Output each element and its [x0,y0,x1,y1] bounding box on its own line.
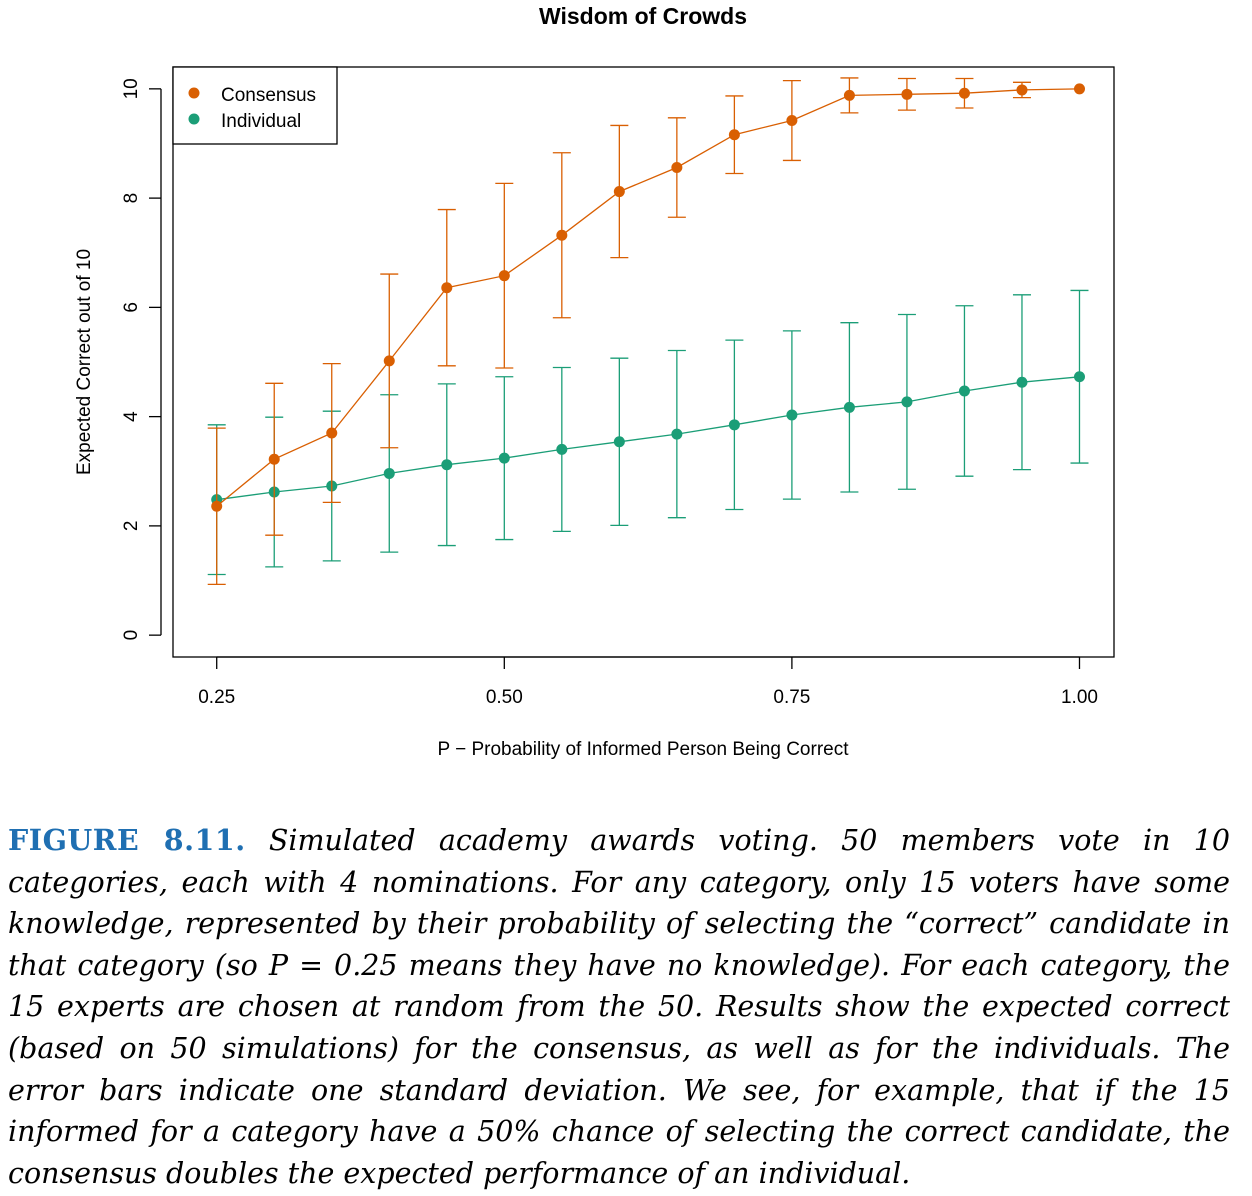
legend-marker-individual [188,113,200,125]
plot-frame [172,66,1115,658]
data-point-individual [1016,376,1028,388]
data-point-individual [786,409,798,421]
data-point-consensus [613,186,625,198]
y-tick-label: 2 [121,521,142,532]
chart: Wisdom of Crowds 0.25 0.50 0.75 1.00 0 2 4 6 8 1… [74,3,1115,760]
data-point-individual [556,443,568,455]
data-point-consensus [383,355,395,367]
data-point-consensus [1073,83,1085,95]
data-point-consensus [671,162,683,174]
data-point-individual [441,459,453,471]
data-point-individual [901,396,913,408]
y-tick-label: 8 [121,193,142,204]
data-point-consensus [901,88,913,100]
x-tick-label: 0.25 [198,687,235,708]
x-tick-label: 0.50 [486,687,523,708]
y-axis-label: Expected Correct out of 10 [74,249,95,475]
data-point-consensus [211,500,223,512]
data-point-individual [843,401,855,413]
data-point-individual [671,428,683,440]
data-point-individual [958,385,970,397]
data-point-individual [1073,371,1085,383]
x-axis-label: P − Probability of Informed Person Being… [438,739,850,760]
data-point-consensus [728,129,740,141]
chart-title: Wisdom of Crowds [539,3,747,29]
data-point-individual [383,467,395,479]
series-consensus [207,77,1085,585]
data-point-consensus [556,229,568,241]
y-tick-label: 0 [121,630,142,641]
y-tick-label: 4 [121,411,142,422]
legend: Consensus Individual [172,66,338,145]
legend-label-individual: Individual [221,111,301,132]
data-point-consensus [958,87,970,99]
data-point-consensus [1016,84,1028,96]
legend-marker-consensus [188,87,200,99]
data-point-consensus [441,282,453,294]
y-tick-label: 6 [121,302,142,313]
figure-label: FIGURE 8.11. [8,823,246,857]
data-point-consensus [326,427,338,439]
data-point-individual [498,452,510,464]
x-tick-label: 0.75 [773,687,810,708]
data-point-consensus [843,89,855,101]
x-tick-label: 1.00 [1061,687,1098,708]
series-layer [207,77,1089,585]
figure-caption: FIGURE 8.11. Simulated academy awards vo… [8,820,1230,1194]
data-point-consensus [268,453,280,465]
series-line-individual [216,376,1080,501]
y-axis: 0 2 4 6 8 10 [121,78,162,641]
y-tick-label: 10 [121,78,142,99]
data-point-consensus [498,270,510,282]
legend-box [172,66,338,145]
data-point-individual [613,436,625,448]
series-line-consensus [216,88,1080,507]
data-point-individual [728,419,740,431]
legend-label-consensus: Consensus [221,85,316,106]
figure-caption-text: Simulated academy awards voting. 50 memb… [8,824,1230,1190]
x-axis: 0.25 0.50 0.75 1.00 [198,656,1098,708]
series-individual [207,289,1089,576]
data-point-consensus [786,115,798,127]
